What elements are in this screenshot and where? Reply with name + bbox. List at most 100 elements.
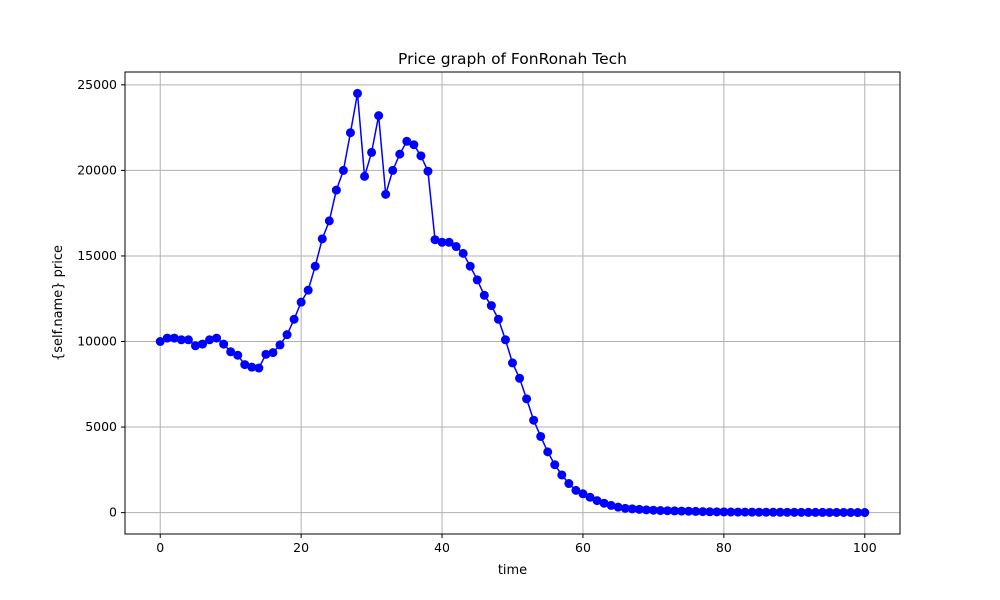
price-data-point bbox=[627, 504, 637, 514]
price-data-point bbox=[825, 507, 835, 517]
price-data-point bbox=[493, 314, 503, 324]
price-data-point bbox=[176, 335, 186, 345]
series-layer bbox=[155, 88, 870, 518]
plot-area bbox=[124, 71, 901, 535]
price-data-point bbox=[775, 507, 785, 517]
price-data-point bbox=[719, 507, 729, 517]
price-data-point bbox=[360, 171, 370, 181]
price-data-point bbox=[698, 507, 708, 517]
x-tick-label: 80 bbox=[716, 540, 732, 555]
price-data-point bbox=[183, 335, 193, 345]
price-data-point bbox=[529, 415, 539, 425]
price-data-point bbox=[536, 431, 546, 441]
y-tick-label: 15000 bbox=[77, 248, 117, 263]
tick-layer: 0 20 40 60 80 100 0 5000 10000 15000 20000 25000 bbox=[77, 77, 877, 555]
price-data-point bbox=[782, 507, 792, 517]
price-data-point bbox=[247, 362, 257, 372]
price-data-point bbox=[486, 301, 496, 311]
x-tick-label: 100 bbox=[853, 540, 877, 555]
price-data-point bbox=[395, 149, 405, 159]
price-data-point bbox=[261, 349, 271, 359]
price-data-point bbox=[522, 394, 532, 404]
price-data-point bbox=[275, 340, 285, 350]
price-data-point bbox=[317, 234, 327, 244]
price-data-point bbox=[444, 237, 454, 247]
price-data-point bbox=[796, 507, 806, 517]
price-data-point bbox=[374, 111, 384, 121]
x-tick-label: 20 bbox=[293, 540, 309, 555]
price-data-point bbox=[585, 492, 595, 502]
price-data-point bbox=[592, 496, 602, 506]
price-data-point bbox=[606, 500, 616, 510]
price-data-point bbox=[409, 140, 419, 150]
price-data-point bbox=[543, 447, 553, 457]
price-data-point bbox=[641, 505, 651, 515]
price-data-point bbox=[388, 165, 398, 175]
price-data-point bbox=[219, 339, 229, 349]
price-data-point bbox=[818, 507, 827, 517]
price-data-point bbox=[268, 348, 278, 358]
price-data-point bbox=[458, 248, 468, 258]
price-data-point bbox=[233, 350, 243, 360]
price-data-point bbox=[212, 333, 222, 343]
price-data-point bbox=[353, 88, 362, 98]
price-data-point bbox=[853, 508, 863, 518]
y-tick-label: 20000 bbox=[77, 162, 117, 177]
price-data-point bbox=[423, 166, 433, 176]
price-data-point bbox=[508, 358, 517, 368]
price-data-point bbox=[198, 339, 207, 349]
price-data-point bbox=[691, 506, 701, 516]
price-data-point bbox=[733, 507, 743, 517]
price-data-point bbox=[324, 216, 334, 226]
y-tick-label: 5000 bbox=[85, 419, 117, 434]
price-data-point bbox=[240, 360, 250, 370]
price-data-point bbox=[338, 165, 348, 175]
price-data-point bbox=[402, 136, 412, 146]
price-data-point bbox=[620, 503, 630, 513]
price-data-point bbox=[613, 502, 623, 512]
price-data-point bbox=[289, 314, 299, 324]
price-data-point bbox=[571, 485, 581, 495]
y-tick-label: 10000 bbox=[77, 334, 117, 349]
price-data-point bbox=[846, 507, 856, 517]
x-tick-label: 40 bbox=[434, 540, 450, 555]
price-data-point bbox=[712, 507, 722, 517]
price-data-point bbox=[430, 235, 440, 245]
price-data-point bbox=[860, 508, 870, 518]
price-data-point bbox=[367, 147, 377, 157]
price-data-point bbox=[205, 335, 215, 345]
price-data-point bbox=[155, 337, 165, 346]
price-data-point bbox=[648, 505, 658, 515]
price-data-point bbox=[677, 506, 687, 516]
price-data-point bbox=[416, 151, 426, 161]
price-data-point bbox=[472, 275, 482, 285]
price-data-point bbox=[282, 330, 292, 340]
price-data-point bbox=[740, 507, 750, 517]
price-data-point bbox=[437, 237, 447, 247]
price-data-point bbox=[599, 498, 609, 508]
price-data-point bbox=[789, 507, 799, 517]
price-data-point bbox=[655, 506, 665, 516]
y-axis-label: {self.name} price bbox=[51, 245, 66, 361]
price-data-point bbox=[684, 506, 694, 516]
price-data-point bbox=[515, 373, 525, 383]
price-data-point bbox=[557, 470, 567, 480]
price-data-point bbox=[550, 460, 560, 470]
price-data-point bbox=[296, 297, 306, 307]
price-data-point bbox=[761, 507, 771, 517]
price-data-point bbox=[162, 333, 172, 343]
price-data-point bbox=[768, 507, 778, 517]
price-data-point bbox=[832, 507, 842, 517]
price-data-point bbox=[169, 333, 179, 343]
y-tick-label: 25000 bbox=[77, 77, 117, 92]
price-data-point bbox=[451, 242, 461, 252]
price-data-point bbox=[190, 341, 200, 351]
price-data-point bbox=[479, 290, 489, 300]
price-data-point bbox=[345, 128, 355, 138]
price-data-point bbox=[564, 479, 574, 489]
price-data-point bbox=[726, 507, 736, 517]
price-data-point bbox=[634, 504, 644, 514]
x-tick-label: 0 bbox=[156, 540, 164, 555]
